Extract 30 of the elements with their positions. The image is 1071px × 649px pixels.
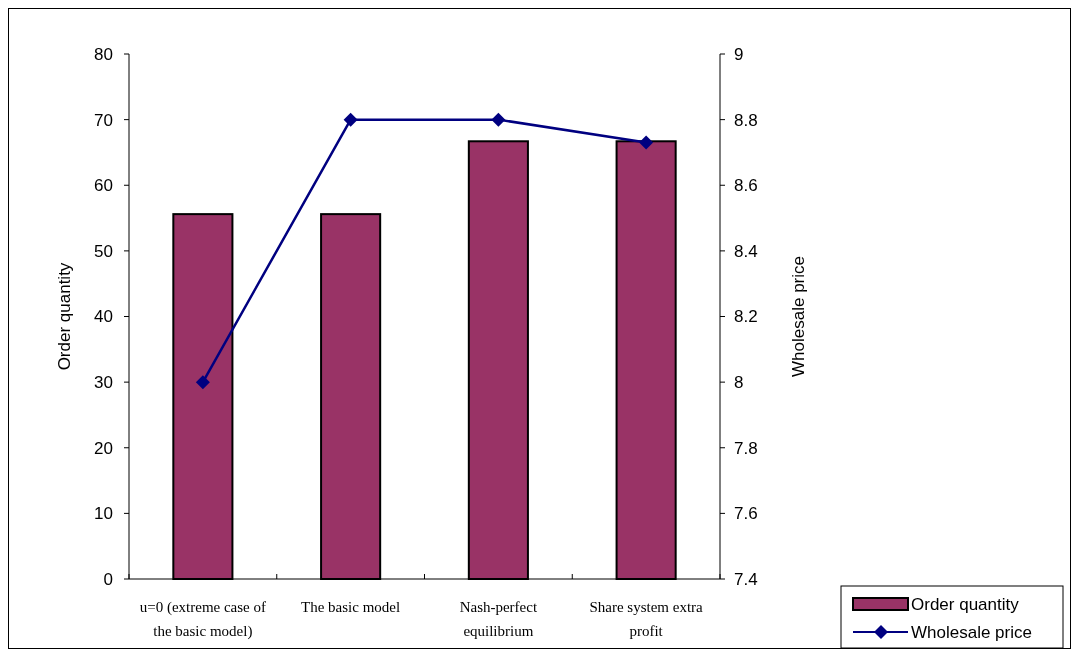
y-tick-label: 60	[94, 176, 113, 196]
y2-tick-label: 7.4	[734, 569, 758, 589]
y-axis-title: Order quantity	[55, 262, 74, 371]
y2-tick-label: 8.2	[734, 307, 758, 327]
point	[639, 135, 654, 150]
legend-label: Wholesale price	[911, 622, 1032, 642]
y-tick-label: 10	[94, 504, 113, 524]
y2-tick-label: 8.4	[734, 241, 758, 261]
y2-tick-label: 9	[734, 44, 744, 64]
y2-tick-label: 8.8	[734, 110, 758, 130]
y-tick-label: 80	[94, 44, 113, 64]
x-tick-label: The basic model	[301, 599, 401, 615]
point	[343, 112, 358, 127]
y-tick-label: 40	[94, 307, 113, 327]
y2-tick-label: 7.6	[734, 504, 758, 524]
point	[491, 112, 506, 127]
x-tick-label: Nash-perfect equilibrium	[459, 599, 538, 639]
y-tick-label: 0	[103, 569, 113, 589]
x-tick-label: u=0 (extreme case of the basic model)	[139, 599, 267, 640]
y2-tick-label: 8.6	[734, 176, 758, 196]
y-tick-label: 50	[94, 241, 113, 261]
point	[195, 375, 210, 390]
y2-tick-label: 7.8	[734, 438, 758, 458]
y-tick-label: 70	[94, 110, 113, 130]
y-tick-label: 30	[94, 373, 113, 393]
legend-label: Order quantity	[911, 594, 1020, 614]
x-tick-label: Share system extra profit	[589, 599, 704, 639]
y-tick-label: 20	[94, 438, 113, 458]
y2-tick-label: 8	[734, 373, 744, 393]
y2-axis-title: Wholesale price	[789, 256, 808, 377]
